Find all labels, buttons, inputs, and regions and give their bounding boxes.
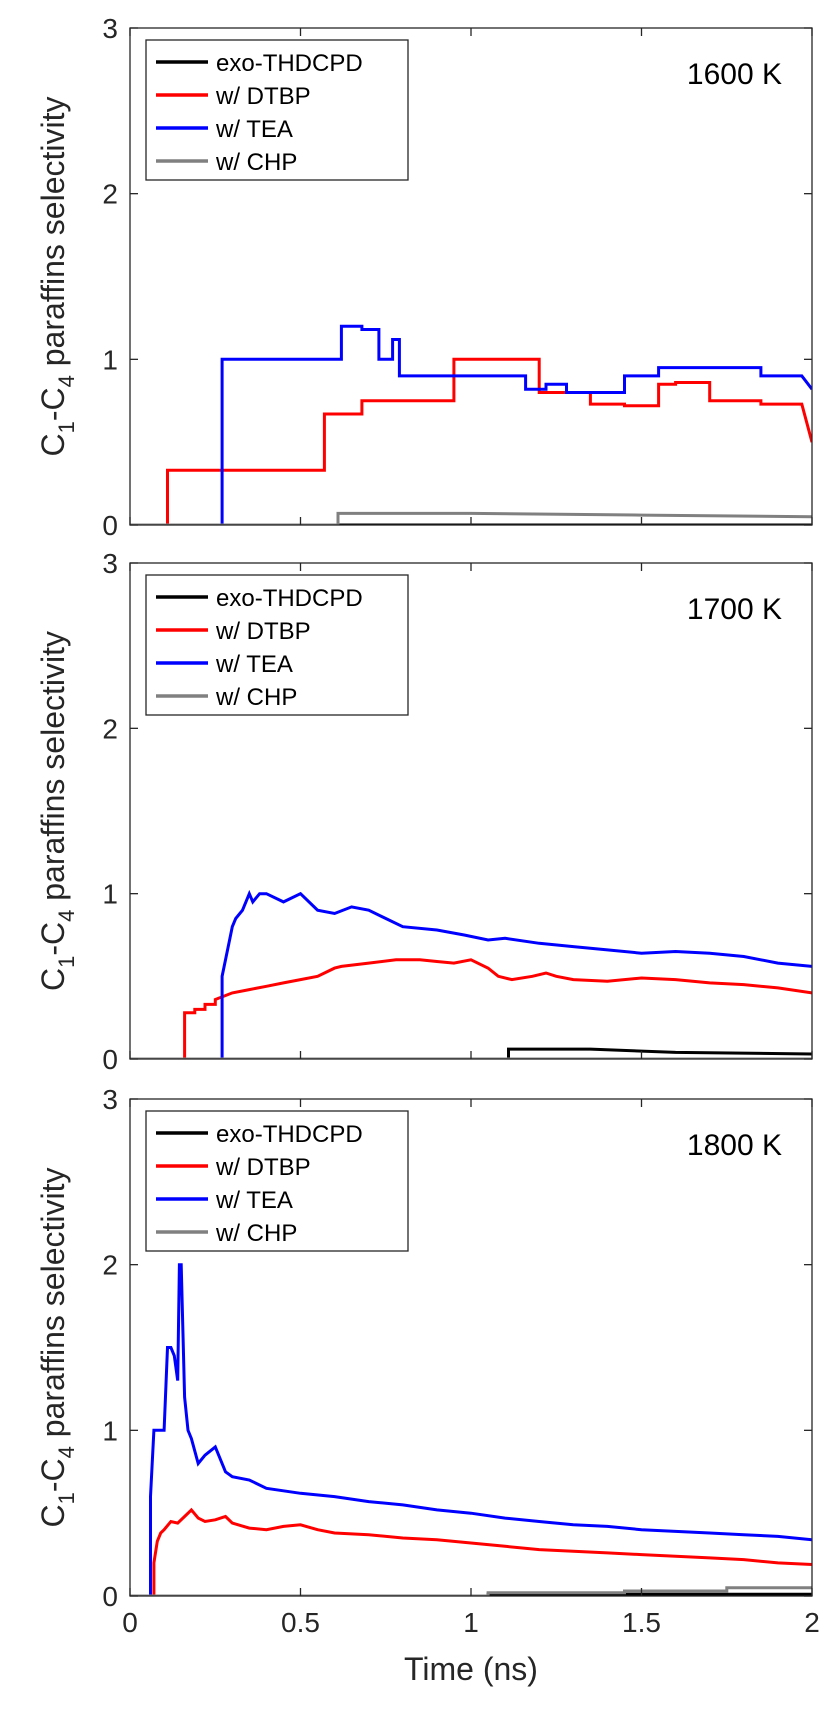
- legend-entry: w/ CHP: [215, 684, 297, 711]
- panel-temperature-label: 1700 K: [687, 593, 782, 626]
- y-axis-title-part: 4: [54, 375, 79, 387]
- y-axis-title-part: 1: [54, 421, 79, 433]
- legend: exo-THDCPD w/ DTBP w/ TEA w/ CHP: [146, 1111, 408, 1251]
- y-axis-title-part: -C: [35, 922, 71, 956]
- y-axis-title-part: 4: [54, 910, 79, 922]
- y-tick-label: 3: [102, 13, 118, 44]
- y-tick-label: 1: [102, 344, 118, 375]
- legend-entry: w/ TEA: [215, 116, 293, 143]
- y-axis-title-part: C: [35, 968, 71, 991]
- legend-entry: w/ CHP: [215, 1220, 297, 1247]
- y-axis-title-part: paraffins selectivity: [35, 631, 71, 910]
- y-tick-label: 0: [102, 1581, 118, 1612]
- legend-entry: w/ DTBP: [215, 1154, 311, 1181]
- legend-entry: exo-THDCPD: [216, 50, 363, 77]
- y-axis-title-part: 1: [54, 1492, 79, 1504]
- y-axis-title-part: -C: [35, 387, 71, 421]
- figure-background: [0, 0, 833, 1715]
- y-tick-label: 0: [102, 1044, 118, 1075]
- y-tick-label: 2: [102, 713, 118, 744]
- x-tick-label: 0.5: [281, 1607, 320, 1638]
- panel-temperature-label: 1600 K: [687, 58, 782, 91]
- y-axis-title-part: -C: [35, 1458, 71, 1492]
- x-tick-label: 1: [463, 1607, 479, 1638]
- x-tick-label: 1.5: [622, 1607, 661, 1638]
- y-tick-label: 3: [102, 1084, 118, 1115]
- y-axis-title-part: 4: [54, 1446, 79, 1458]
- panel-temperature-label: 1800 K: [687, 1129, 782, 1162]
- legend-entry: exo-THDCPD: [216, 585, 363, 612]
- legend: exo-THDCPD w/ DTBP w/ TEA w/ CHP: [146, 40, 408, 180]
- y-tick-label: 1: [102, 879, 118, 910]
- legend-entry: w/ DTBP: [215, 618, 311, 645]
- y-axis-title-part: paraffins selectivity: [35, 1167, 71, 1446]
- legend: exo-THDCPD w/ DTBP w/ TEA w/ CHP: [146, 575, 408, 715]
- y-axis-title-part: 1: [54, 956, 79, 968]
- y-tick-label: 1: [102, 1415, 118, 1446]
- x-axis-title: Time (ns): [404, 1651, 538, 1687]
- x-tick-label: 2: [804, 1607, 820, 1638]
- y-axis-title-part: C: [35, 1504, 71, 1527]
- y-axis-title-part: paraffins selectivity: [35, 96, 71, 375]
- y-tick-label: 0: [102, 510, 118, 541]
- figure: 0123C1-C4 paraffins selectivity1600 Kexo…: [0, 0, 833, 1715]
- y-tick-label: 2: [102, 179, 118, 210]
- legend-entry: exo-THDCPD: [216, 1121, 363, 1148]
- y-axis-title-part: C: [35, 433, 71, 456]
- legend-entry: w/ TEA: [215, 1187, 293, 1214]
- legend-entry: w/ DTBP: [215, 83, 311, 110]
- y-tick-label: 2: [102, 1250, 118, 1281]
- x-tick-label: 0: [122, 1607, 138, 1638]
- y-tick-label: 3: [102, 548, 118, 579]
- legend-entry: w/ TEA: [215, 651, 293, 678]
- legend-entry: w/ CHP: [215, 149, 297, 176]
